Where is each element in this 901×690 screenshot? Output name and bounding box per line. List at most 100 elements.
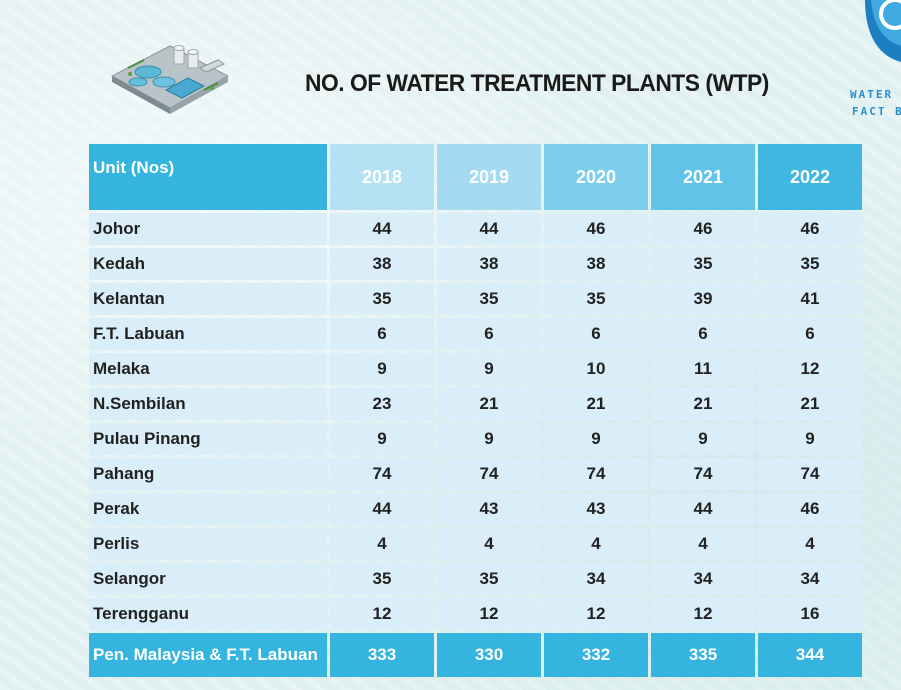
value-cell: 12 xyxy=(544,598,648,630)
table-row: Selangor 35 35 34 34 34 xyxy=(89,563,862,595)
logo-text-line1: WATER F xyxy=(850,88,901,101)
value-cell: 12 xyxy=(758,353,862,385)
value-cell: 23 xyxy=(330,388,434,420)
table-row: Terengganu 12 12 12 12 16 xyxy=(89,598,862,630)
value-cell: 344 xyxy=(758,633,862,677)
value-cell: 34 xyxy=(651,563,755,595)
value-cell: 6 xyxy=(437,318,541,350)
table-row: Kedah 38 38 38 35 35 xyxy=(89,248,862,280)
state-name-cell: Pahang xyxy=(89,458,327,490)
year-header: 2021 xyxy=(651,144,755,210)
value-cell: 21 xyxy=(544,388,648,420)
value-cell: 9 xyxy=(651,423,755,455)
value-cell: 12 xyxy=(437,598,541,630)
value-cell: 332 xyxy=(544,633,648,677)
state-name-cell: Perlis xyxy=(89,528,327,560)
value-cell: 74 xyxy=(437,458,541,490)
state-name-cell: Kedah xyxy=(89,248,327,280)
water-treatment-plant-illustration xyxy=(110,45,230,114)
value-cell: 35 xyxy=(544,283,648,315)
value-cell: 4 xyxy=(437,528,541,560)
value-cell: 12 xyxy=(330,598,434,630)
water-fact-book-logo: WATER F FACT B xyxy=(845,0,901,120)
year-header: 2019 xyxy=(437,144,541,210)
value-cell: 46 xyxy=(544,213,648,245)
value-cell: 9 xyxy=(330,423,434,455)
logo-text-line2: FACT B xyxy=(852,105,901,118)
state-name-cell: Pulau Pinang xyxy=(89,423,327,455)
value-cell: 6 xyxy=(330,318,434,350)
value-cell: 38 xyxy=(544,248,648,280)
table-row: F.T. Labuan 6 6 6 6 6 xyxy=(89,318,862,350)
table-row: Kelantan 35 35 35 39 41 xyxy=(89,283,862,315)
value-cell: 43 xyxy=(544,493,648,525)
table-row: Perak 44 43 43 44 46 xyxy=(89,493,862,525)
total-row: Pen. Malaysia & F.T. Labuan 333 330 332 335 3… xyxy=(89,633,862,677)
value-cell: 11 xyxy=(651,353,755,385)
table-row: Johor 44 44 46 46 46 xyxy=(89,213,862,245)
value-cell: 34 xyxy=(544,563,648,595)
value-cell: 74 xyxy=(758,458,862,490)
value-cell: 44 xyxy=(330,213,434,245)
water-drop-logo-icon xyxy=(865,0,901,62)
table-header-row: Unit (Nos) 2018 2019 2020 2021 2022 xyxy=(89,144,862,210)
value-cell: 46 xyxy=(758,493,862,525)
table-row: N.Sembilan 23 21 21 21 21 xyxy=(89,388,862,420)
page-title: NO. OF WATER TREATMENT PLANTS (WTP) xyxy=(305,70,769,97)
value-cell: 35 xyxy=(437,563,541,595)
state-name-cell: Terengganu xyxy=(89,598,327,630)
value-cell: 4 xyxy=(544,528,648,560)
unit-header: Unit (Nos) xyxy=(89,144,327,210)
state-name-cell: Kelantan xyxy=(89,283,327,315)
value-cell: 21 xyxy=(651,388,755,420)
value-cell: 43 xyxy=(437,493,541,525)
table-row: Pahang 74 74 74 74 74 xyxy=(89,458,862,490)
state-name-cell: Selangor xyxy=(89,563,327,595)
value-cell: 330 xyxy=(437,633,541,677)
value-cell: 38 xyxy=(330,248,434,280)
value-cell: 35 xyxy=(330,283,434,315)
value-cell: 333 xyxy=(330,633,434,677)
value-cell: 44 xyxy=(651,493,755,525)
value-cell: 74 xyxy=(651,458,755,490)
value-cell: 16 xyxy=(758,598,862,630)
value-cell: 39 xyxy=(651,283,755,315)
value-cell: 35 xyxy=(758,248,862,280)
value-cell: 10 xyxy=(544,353,648,385)
value-cell: 21 xyxy=(437,388,541,420)
value-cell: 4 xyxy=(758,528,862,560)
value-cell: 46 xyxy=(651,213,755,245)
value-cell: 74 xyxy=(330,458,434,490)
value-cell: 12 xyxy=(651,598,755,630)
value-cell: 21 xyxy=(758,388,862,420)
value-cell: 44 xyxy=(437,213,541,245)
state-name-cell: Perak xyxy=(89,493,327,525)
value-cell: 9 xyxy=(437,423,541,455)
table-row: Pulau Pinang 9 9 9 9 9 xyxy=(89,423,862,455)
value-cell: 9 xyxy=(437,353,541,385)
value-cell: 35 xyxy=(330,563,434,595)
wtp-table: Unit (Nos) 2018 2019 2020 2021 2022 Joho… xyxy=(86,141,865,680)
value-cell: 335 xyxy=(651,633,755,677)
value-cell: 41 xyxy=(758,283,862,315)
value-cell: 38 xyxy=(437,248,541,280)
value-cell: 35 xyxy=(437,283,541,315)
value-cell: 34 xyxy=(758,563,862,595)
state-name-cell: Melaka xyxy=(89,353,327,385)
value-cell: 74 xyxy=(544,458,648,490)
year-header: 2018 xyxy=(330,144,434,210)
value-cell: 6 xyxy=(544,318,648,350)
value-cell: 6 xyxy=(651,318,755,350)
value-cell: 9 xyxy=(544,423,648,455)
state-name-cell: N.Sembilan xyxy=(89,388,327,420)
value-cell: 4 xyxy=(651,528,755,560)
state-name-cell: Pen. Malaysia & F.T. Labuan xyxy=(89,633,327,677)
value-cell: 46 xyxy=(758,213,862,245)
table-row: Perlis 4 4 4 4 4 xyxy=(89,528,862,560)
table-row: Melaka 9 9 10 11 12 xyxy=(89,353,862,385)
year-header: 2020 xyxy=(544,144,648,210)
value-cell: 4 xyxy=(330,528,434,560)
state-name-cell: F.T. Labuan xyxy=(89,318,327,350)
state-name-cell: Johor xyxy=(89,213,327,245)
value-cell: 44 xyxy=(330,493,434,525)
